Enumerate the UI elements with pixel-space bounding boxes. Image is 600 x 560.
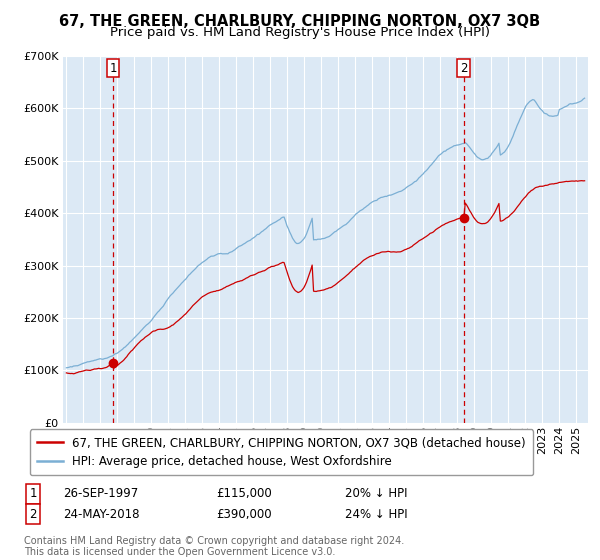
Legend: 67, THE GREEN, CHARLBURY, CHIPPING NORTON, OX7 3QB (detached house), HPI: Averag: 67, THE GREEN, CHARLBURY, CHIPPING NORTO…: [30, 429, 533, 475]
Text: 2: 2: [460, 62, 467, 74]
Text: 24% ↓ HPI: 24% ↓ HPI: [345, 507, 407, 521]
Text: Price paid vs. HM Land Registry's House Price Index (HPI): Price paid vs. HM Land Registry's House …: [110, 26, 490, 39]
Text: Contains HM Land Registry data © Crown copyright and database right 2024.
This d: Contains HM Land Registry data © Crown c…: [24, 535, 404, 557]
Text: 24-MAY-2018: 24-MAY-2018: [63, 507, 139, 521]
Text: 26-SEP-1997: 26-SEP-1997: [63, 487, 138, 501]
Text: 20% ↓ HPI: 20% ↓ HPI: [345, 487, 407, 501]
Text: £115,000: £115,000: [216, 487, 272, 501]
Text: 1: 1: [109, 62, 117, 74]
Text: £390,000: £390,000: [216, 507, 272, 521]
Text: 1: 1: [29, 487, 37, 501]
Text: 67, THE GREEN, CHARLBURY, CHIPPING NORTON, OX7 3QB: 67, THE GREEN, CHARLBURY, CHIPPING NORTO…: [59, 14, 541, 29]
Text: 2: 2: [29, 507, 37, 521]
